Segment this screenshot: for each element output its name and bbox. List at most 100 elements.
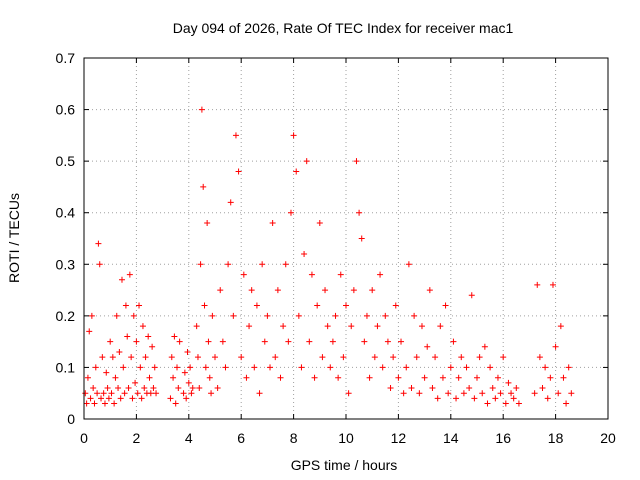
data-point — [96, 261, 103, 268]
data-point — [311, 374, 318, 381]
data-point — [515, 400, 522, 407]
data-point — [209, 312, 216, 319]
data-points — [82, 106, 575, 407]
data-point — [138, 395, 145, 402]
y-tick-label: 0.1 — [56, 359, 76, 375]
data-point — [345, 390, 352, 397]
data-point — [118, 276, 125, 283]
data-point — [377, 271, 384, 278]
data-point — [314, 302, 321, 309]
data-point — [306, 338, 313, 345]
data-point — [340, 354, 347, 361]
data-point — [552, 343, 559, 350]
data-point — [298, 364, 305, 371]
data-point — [122, 302, 129, 309]
x-tick-label: 6 — [237, 430, 245, 446]
data-point — [411, 312, 418, 319]
data-point — [200, 183, 207, 190]
data-point — [94, 390, 101, 397]
data-point — [350, 287, 357, 294]
data-point — [544, 395, 551, 402]
data-point — [214, 385, 221, 392]
data-point — [476, 354, 483, 361]
data-point — [413, 354, 420, 361]
data-point — [246, 323, 253, 330]
data-point — [542, 364, 549, 371]
data-point — [194, 354, 201, 361]
data-point — [332, 312, 339, 319]
data-point — [403, 364, 410, 371]
data-point — [130, 312, 137, 319]
data-point — [99, 354, 106, 361]
data-point — [128, 354, 135, 361]
data-point — [539, 385, 546, 392]
data-point — [303, 158, 310, 165]
data-point — [531, 390, 538, 397]
data-point — [141, 385, 148, 392]
data-point — [222, 364, 229, 371]
y-tick-label: 0.7 — [56, 50, 76, 66]
x-tick-label: 14 — [443, 430, 459, 446]
data-point — [379, 364, 386, 371]
y-tick-label: 0.3 — [56, 256, 76, 272]
data-point — [348, 323, 355, 330]
data-point — [335, 374, 342, 381]
data-point — [487, 364, 494, 371]
data-point — [125, 385, 132, 392]
data-point — [468, 292, 475, 299]
data-point — [100, 390, 107, 397]
data-point — [104, 385, 111, 392]
x-tick-label: 10 — [338, 430, 354, 446]
data-point — [146, 374, 153, 381]
data-point — [248, 287, 255, 294]
y-tick-label: 0.4 — [56, 205, 76, 221]
data-point — [437, 323, 444, 330]
data-point — [197, 261, 204, 268]
data-point — [369, 287, 376, 294]
data-point — [129, 395, 136, 402]
data-point — [202, 364, 209, 371]
data-point — [115, 385, 122, 392]
data-point — [124, 333, 131, 340]
data-point — [549, 281, 556, 288]
data-point — [187, 364, 194, 371]
data-point — [445, 390, 452, 397]
data-point — [225, 261, 232, 268]
data-point — [536, 354, 543, 361]
data-point — [98, 395, 105, 402]
data-point — [217, 287, 224, 294]
data-point — [337, 271, 344, 278]
data-point — [261, 338, 268, 345]
data-point — [353, 158, 360, 165]
data-point — [421, 374, 428, 381]
data-point — [133, 338, 140, 345]
data-point — [117, 395, 124, 402]
data-point — [374, 323, 381, 330]
x-tick-label: 2 — [133, 430, 141, 446]
data-point — [560, 374, 567, 381]
data-point — [181, 369, 188, 376]
grid-lines — [84, 58, 608, 419]
data-point — [243, 374, 250, 381]
data-point — [458, 354, 465, 361]
data-point — [497, 390, 504, 397]
data-point — [395, 374, 402, 381]
data-point — [151, 364, 158, 371]
data-point — [84, 374, 91, 381]
data-point — [113, 312, 120, 319]
y-axis-label: ROTI / TECUs — [6, 193, 22, 283]
data-point — [116, 348, 123, 355]
data-point — [227, 199, 234, 206]
data-point — [439, 374, 446, 381]
data-point — [212, 354, 218, 361]
data-point — [282, 261, 289, 268]
data-point — [167, 395, 174, 402]
data-point — [277, 374, 284, 381]
y-tick-label: 0 — [67, 411, 75, 427]
x-tick-label: 16 — [495, 430, 511, 446]
data-point — [253, 302, 260, 309]
data-point — [150, 385, 157, 392]
data-point — [251, 364, 258, 371]
data-point — [460, 390, 467, 397]
data-point — [489, 385, 496, 392]
